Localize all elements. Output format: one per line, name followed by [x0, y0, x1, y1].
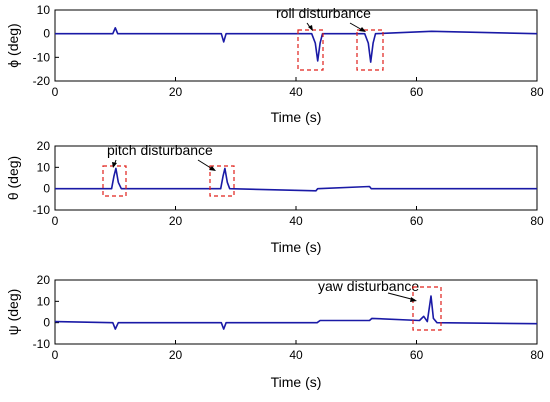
- yaw-annotation: yaw disturbance: [318, 278, 442, 331]
- pitch-highlight-box-2: [209, 165, 235, 197]
- roll-x-tick-label: 60: [410, 85, 424, 99]
- pitch-x-tick-label: 80: [530, 214, 544, 228]
- yaw-arrowhead: [410, 297, 417, 302]
- yaw-series-line: [54, 295, 538, 330]
- yaw-annotation-label: yaw disturbance: [318, 278, 419, 294]
- pitch-y-tick-label: 0: [43, 182, 50, 196]
- roll-series-line: [55, 27, 538, 63]
- pitch-highlight-box-1: [102, 165, 127, 197]
- pitch-y-tick-label: -10: [33, 203, 51, 217]
- pitch-x-tick-label: 0: [52, 214, 59, 228]
- pitch-annotation-label: pitch disturbance: [107, 142, 213, 158]
- yaw-y-tick-label: 0: [43, 316, 50, 330]
- pitch-annotation: pitch disturbance: [102, 142, 235, 197]
- yaw-arrow: [387, 292, 416, 301]
- roll-y-tick-label: 0: [43, 27, 50, 41]
- roll-x-tick-label: 40: [289, 85, 303, 99]
- roll-x-tick-label: 20: [169, 85, 183, 99]
- roll-y-tick-label: 10: [37, 3, 51, 17]
- yaw-x-tick-label: 40: [289, 348, 303, 362]
- pitch-y-tick-label: 10: [37, 160, 51, 174]
- roll-y-tick-label: -10: [33, 50, 51, 64]
- pitch-series-line: [55, 167, 537, 192]
- yaw-x-tick-label: 0: [52, 348, 59, 362]
- yaw-y-tick-label: 20: [37, 273, 51, 287]
- pitch-x-tick-label: 40: [289, 214, 303, 228]
- roll-x-tick-label: 80: [530, 85, 544, 99]
- roll-arrowhead-1: [308, 25, 313, 31]
- pitch-y-tick-label: 20: [37, 139, 51, 153]
- yaw-y-tick-label: -10: [33, 337, 51, 351]
- roll-annotation-label: roll disturbance: [276, 5, 371, 21]
- yaw-y-axis-title: ψ (deg): [5, 289, 21, 336]
- pitch-x-axis-title: Time (s): [271, 239, 322, 255]
- roll-annotation: roll disturbance: [276, 5, 384, 71]
- yaw-highlight-box: [412, 286, 442, 331]
- pitch-x-tick-label: 20: [169, 214, 183, 228]
- pitch-x-tick-label: 60: [410, 214, 424, 228]
- roll-x-tick-label: 0: [52, 85, 59, 99]
- pitch-arrowhead-2: [209, 166, 216, 171]
- roll-highlight-box-1: [297, 29, 324, 71]
- yaw-x-axis-title: Time (s): [271, 374, 322, 390]
- roll-y-axis-title: ϕ (deg): [5, 23, 21, 67]
- yaw-x-tick-label: 80: [530, 348, 544, 362]
- roll-x-axis-title: Time (s): [271, 109, 322, 125]
- roll-highlight-box-2: [356, 29, 384, 71]
- yaw-x-tick-label: 60: [410, 348, 424, 362]
- yaw-x-tick-label: 20: [169, 348, 183, 362]
- yaw-plot-frame: [54, 279, 538, 345]
- yaw-y-tick-label: 10: [37, 294, 51, 308]
- roll-y-tick-label: -20: [33, 74, 51, 88]
- pitch-y-axis-title: θ (deg): [5, 156, 21, 200]
- roll-arrowhead-2: [359, 27, 366, 32]
- pitch-arrowhead-1: [112, 162, 117, 168]
